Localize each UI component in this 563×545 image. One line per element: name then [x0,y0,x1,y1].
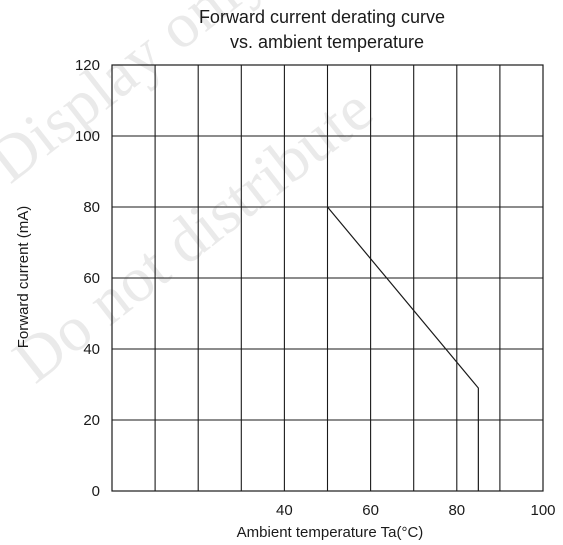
y-tick-label-40: 40 [83,341,100,358]
y-tick-label-120: 120 [75,57,100,74]
chart-title-line-1: Forward current derating curve [199,7,445,27]
x-tick-label-80: 80 [448,502,465,519]
chart-title-line-2: vs. ambient temperature [230,32,424,52]
grid-lines [112,65,543,491]
derating-curve-line [327,206,479,491]
y-tick-label-60: 60 [83,270,100,287]
y-axis-label: Forward current (mA) [15,206,32,349]
plot-frame [111,64,544,492]
x-tick-labels: 40 60 80 100 [276,502,555,519]
y-tick-label-80: 80 [83,199,100,216]
y-tick-label-100: 100 [75,128,100,145]
x-axis-label: Ambient temperature Ta(°C) [237,524,424,541]
x-tick-label-60: 60 [362,502,379,519]
x-tick-label-40: 40 [276,502,293,519]
y-tick-labels: 0 20 40 60 80 100 120 [75,57,100,500]
x-tick-label-100: 100 [530,502,555,519]
y-tick-label-0: 0 [92,483,100,500]
y-tick-label-20: 20 [83,412,100,429]
series-layer [327,206,479,491]
